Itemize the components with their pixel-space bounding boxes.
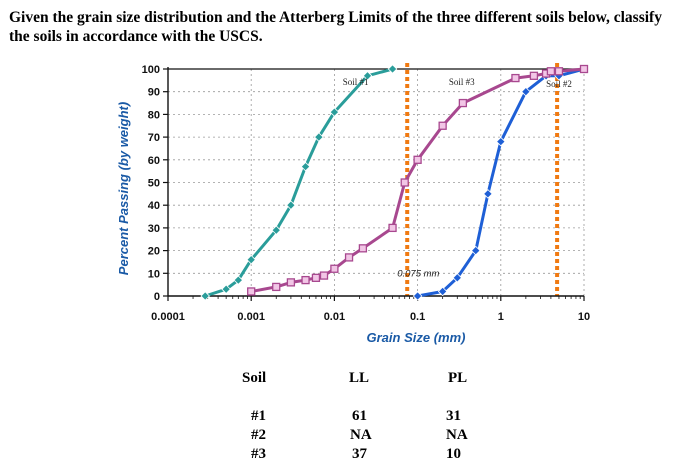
series-1 [200,64,398,301]
data-point [437,286,448,297]
data-point [458,98,468,108]
data-point [301,275,310,285]
data-point [246,254,256,265]
data-point [413,155,422,164]
y-tick-label: 60 [148,155,160,167]
table-cell-pl: 10 [446,446,461,462]
data-point [272,282,281,292]
series-3 [247,64,589,296]
data-point [529,71,539,80]
data-point [314,132,324,142]
data-point [358,244,368,253]
data-point [438,121,447,130]
y-tick-label: 0 [154,291,160,303]
x-tick-label: 10 [578,311,590,323]
table-header-ll: LL [349,370,370,386]
y-tick-label: 50 [148,178,160,190]
data-point [511,73,520,83]
data-point [286,278,296,287]
table-cell-ll: 37 [352,446,367,462]
table-cell-soil: #2 [251,427,266,443]
series-label: Soil #2 [546,79,572,89]
series-label: Soil #3 [449,77,475,87]
table-cell-ll: NA [350,427,372,443]
table-cell-pl: NA [446,427,468,443]
series-label: Soil #1 [343,77,369,87]
series-line [417,67,585,298]
data-point [546,67,556,76]
chart-labels: Grain Size (mm) Percent Passing (by weigh… [116,77,572,345]
data-point [579,64,589,74]
y-tick-label: 80 [148,109,160,121]
data-point [470,245,481,256]
y-tick-label: 20 [148,246,160,258]
sieve-annotation: 0.075 mm [397,269,439,280]
data-point [483,189,493,199]
x-axis-title: Grain Size (mm) [367,330,466,345]
question-text: Given the grain size distribution and th… [9,9,662,45]
data-point [247,287,256,296]
data-point [200,291,210,301]
reference-lines [405,63,560,296]
chart-axes: 0 10 20 30 40 50 60 70 80 90 100 0.0001 0.001 0.01 0.1… [142,64,590,323]
data-point [496,136,506,147]
grain-size-chart: 0 10 20 30 40 50 60 70 80 90 100 0.0001 0.001 0.01 0.1… [116,63,590,345]
data-point [330,264,339,273]
table-header-soil: Soil [242,370,267,386]
data-point [362,71,373,81]
y-tick-label: 10 [148,268,160,280]
data-point [387,64,398,74]
data-point [311,273,321,282]
y-tick-label: 90 [148,87,160,99]
table-cell-ll: 61 [352,408,367,424]
data-point [233,275,244,285]
chart-series [200,64,589,301]
table-cell-soil: #1 [251,408,266,424]
table-cell-pl: 31 [446,408,461,424]
data-point [221,284,231,294]
data-point [300,161,311,172]
data-point [452,273,463,283]
data-point [286,200,296,210]
data-point [412,291,423,301]
x-tick-label: 0.01 [324,311,345,323]
data-point [271,225,282,235]
chart-grid [168,68,585,296]
x-tick-label: 0.001 [237,311,265,323]
data-point [400,178,409,187]
data-point [319,271,329,280]
data-point [554,67,564,76]
y-tick-label: 30 [148,223,160,235]
data-point [344,253,354,262]
data-point [521,86,531,97]
y-axis-title: Percent Passing (by weight) [116,102,131,275]
x-tick-label: 0.0001 [151,311,185,323]
table-cell-soil: #3 [251,446,266,462]
x-tick-label: 0.1 [410,311,425,323]
y-tick-label: 70 [148,132,160,144]
x-tick-label: 1 [498,311,504,323]
y-tick-label: 100 [142,64,160,76]
y-tick-label: 40 [148,200,160,212]
table-header-pl: PL [448,370,468,386]
data-point [388,223,397,233]
data-point [329,107,340,117]
